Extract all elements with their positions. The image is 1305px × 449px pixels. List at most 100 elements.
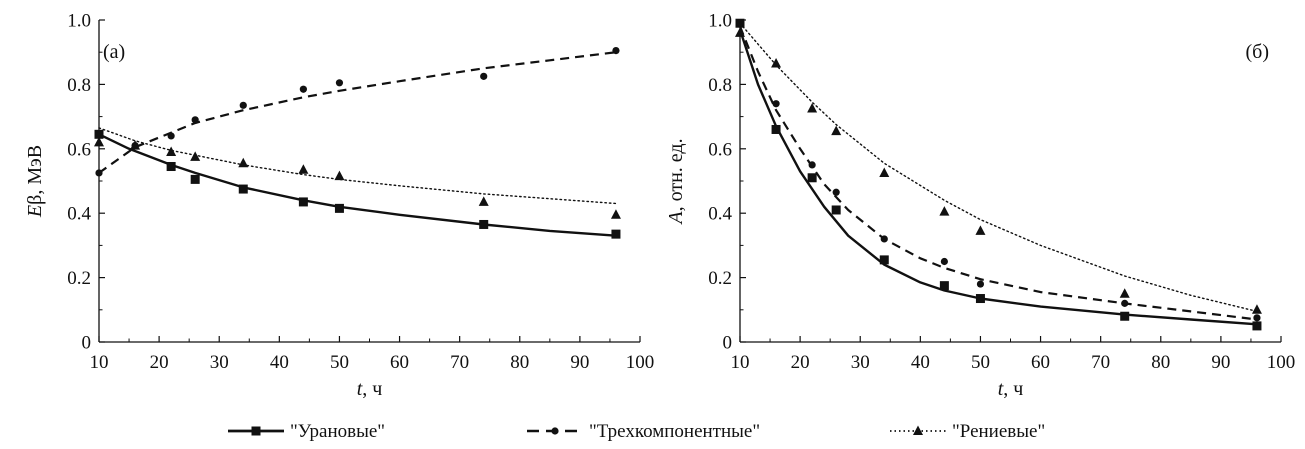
data-point-circle bbox=[480, 72, 488, 80]
data-point-circle bbox=[1121, 299, 1129, 307]
series-2 bbox=[94, 127, 621, 219]
data-point-circle bbox=[832, 188, 840, 196]
x-tick-label: 80 bbox=[510, 352, 529, 373]
series-1 bbox=[95, 46, 620, 177]
x-tick-label: 90 bbox=[1211, 352, 1230, 373]
data-point-circle bbox=[191, 116, 199, 124]
y-tick-label: 0.4 bbox=[67, 204, 91, 225]
x-tick-label: 100 bbox=[1267, 352, 1296, 373]
data-point-square bbox=[1252, 321, 1262, 331]
data-point-square bbox=[879, 255, 889, 265]
panel-1: 10 20 30 40 50 60 70 80 90 10000.20.40.60.81.0t, … bbox=[665, 11, 1295, 401]
y-axis-title-symbol: A bbox=[665, 211, 687, 226]
series-fit-line-1 bbox=[98, 51, 617, 174]
data-point-triangle bbox=[735, 27, 745, 37]
data-point-triangle bbox=[298, 164, 309, 174]
data-point-square bbox=[831, 205, 841, 215]
series-1 bbox=[736, 19, 1261, 322]
data-point-circle bbox=[1253, 314, 1261, 322]
series-2 bbox=[735, 22, 1262, 314]
y-axis-title: Eβ, МэВ bbox=[24, 145, 46, 218]
data-point-triangle bbox=[939, 206, 950, 216]
x-tick-label: 10 bbox=[90, 352, 109, 373]
y-axis-title-symbol: E bbox=[24, 205, 46, 218]
data-point-triangle bbox=[1251, 304, 1262, 314]
x-tick-label: 50 bbox=[330, 352, 349, 373]
data-point-square bbox=[771, 124, 781, 134]
x-tick-label: 40 bbox=[911, 352, 930, 373]
y-tick-label: 1.0 bbox=[67, 11, 91, 32]
x-tick-label: 80 bbox=[1151, 352, 1170, 373]
x-tick-label: 30 bbox=[851, 352, 870, 373]
data-point-triangle bbox=[610, 209, 621, 219]
x-tick-label: 60 bbox=[390, 352, 409, 373]
data-point-circle bbox=[808, 161, 816, 169]
data-point-triangle bbox=[130, 140, 141, 150]
data-point-circle bbox=[976, 280, 985, 288]
data-point-circle bbox=[612, 46, 620, 55]
legend-label-0: "Урановые" bbox=[290, 421, 385, 442]
y-tick-label: 0.6 bbox=[708, 139, 732, 160]
x-tick-label: 50 bbox=[971, 352, 990, 373]
data-point-circle bbox=[772, 100, 780, 108]
data-point-circle bbox=[299, 85, 307, 93]
x-tick-label: 20 bbox=[150, 352, 169, 373]
panel-0: 10 20 30 40 50 60 70 80 90 100 0 0.2 0.4 0.6 0.8 1.0 t, … bbox=[24, 11, 654, 401]
x-tick-label: 20 bbox=[791, 352, 810, 373]
series-fit-line-0 bbox=[738, 29, 1258, 326]
data-point-triangle bbox=[1119, 288, 1130, 298]
data-point-triangle bbox=[94, 136, 104, 147]
data-point-square bbox=[298, 197, 308, 207]
data-point-triangle bbox=[807, 103, 818, 113]
x-axis-title: t, ч bbox=[998, 378, 1024, 400]
legend-label-1: "Трехкомпонентные" bbox=[589, 421, 760, 442]
data-point-triangle bbox=[334, 170, 345, 181]
series-fit-line-1 bbox=[738, 25, 1258, 321]
y-tick-label: 1.0 bbox=[708, 11, 732, 32]
data-point-square bbox=[94, 129, 104, 139]
x-tick-label: 100 bbox=[626, 352, 655, 373]
y-tick-label: 0.2 bbox=[708, 268, 732, 289]
data-point-triangle bbox=[238, 157, 249, 168]
data-point-circle bbox=[167, 132, 175, 140]
data-point-circle bbox=[335, 79, 344, 87]
y-tick-label: 0.2 bbox=[67, 268, 91, 289]
legend-marker-square bbox=[251, 426, 261, 436]
data-point-triangle bbox=[879, 167, 890, 177]
series-0 bbox=[735, 18, 1262, 331]
legend: "Урановые" "Трехкомпонентные" "Рениевые" bbox=[228, 421, 1045, 442]
y-tick-label: 0.8 bbox=[67, 75, 91, 96]
x-tick-label: 70 bbox=[450, 352, 469, 373]
x-axis-title: t, ч bbox=[357, 378, 383, 400]
data-point-square bbox=[939, 281, 949, 291]
data-point-square bbox=[611, 229, 621, 239]
x-axis-title-symbol: t bbox=[998, 378, 1004, 400]
x-tick-label: 70 bbox=[1091, 352, 1110, 373]
series-fit-line-2 bbox=[739, 22, 1258, 313]
x-axis-title-unit: , ч bbox=[362, 378, 382, 400]
y-tick-label: 0 bbox=[723, 333, 733, 354]
y-axis-title: A, отн. ед. bbox=[665, 138, 687, 225]
y-tick-label: 0.8 bbox=[708, 75, 732, 96]
x-tick-label: 90 bbox=[570, 352, 589, 373]
data-point-square bbox=[190, 174, 200, 184]
x-tick-label: 30 bbox=[210, 352, 229, 373]
series-0 bbox=[94, 129, 621, 239]
data-point-square bbox=[1120, 311, 1130, 321]
data-point-triangle bbox=[831, 125, 842, 136]
data-point-circle bbox=[95, 169, 103, 177]
data-point-triangle bbox=[975, 225, 986, 235]
x-tick-label: 40 bbox=[270, 352, 289, 373]
data-point-square bbox=[975, 294, 985, 304]
y-tick-label: 0 bbox=[82, 333, 92, 354]
x-tick-label: 60 bbox=[1031, 352, 1050, 373]
y-axis-title-unit: β, МэВ bbox=[24, 145, 46, 205]
series-fit-line-2 bbox=[98, 127, 617, 205]
data-point-square bbox=[238, 184, 248, 194]
data-point-circle bbox=[940, 257, 948, 266]
x-axis-title-symbol: t bbox=[357, 378, 363, 400]
series-fit-line-0 bbox=[98, 133, 617, 237]
data-point-triangle bbox=[190, 151, 201, 161]
legend-marker-circle bbox=[551, 427, 559, 435]
